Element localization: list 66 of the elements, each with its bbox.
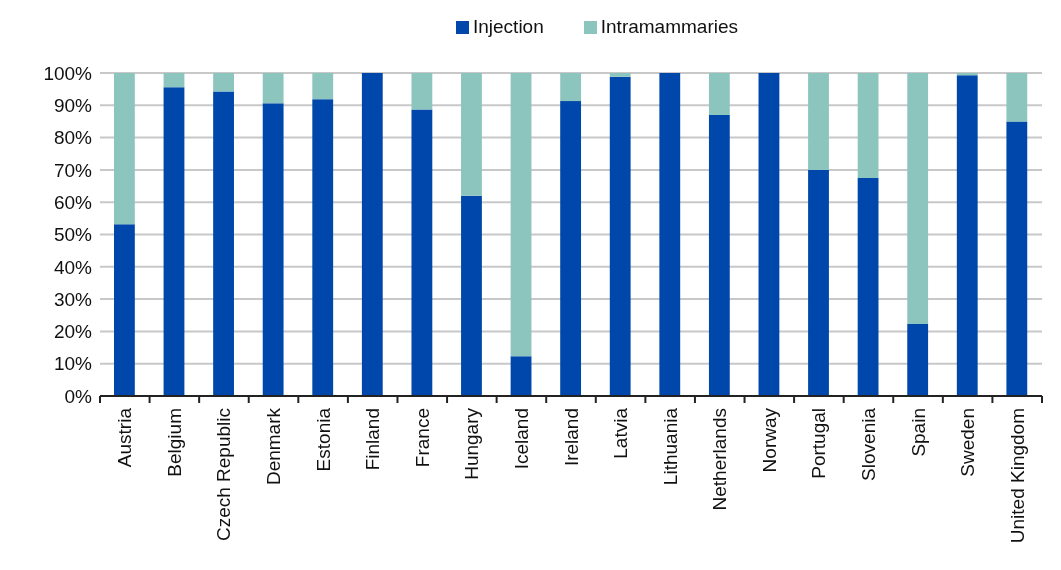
bar: [510, 356, 532, 396]
bar: [361, 73, 383, 396]
x-tick-label: Denmark: [263, 407, 285, 486]
x-tick-label: Netherlands: [709, 408, 731, 511]
bar: [708, 73, 730, 115]
bar: [411, 109, 433, 396]
bar: [114, 224, 135, 396]
bar: [659, 73, 681, 396]
x-tick-label: Latvia: [610, 407, 632, 459]
bar: [262, 103, 284, 396]
bar: [510, 73, 532, 357]
y-tick-label: 50%: [53, 224, 93, 246]
bar: [609, 73, 631, 77]
x-tick-label: France: [411, 408, 433, 468]
x-tick-label: Finland: [362, 408, 384, 471]
bar: [213, 91, 234, 396]
x-tick-label: Estonia: [312, 407, 334, 472]
bar: [907, 73, 929, 324]
bar: [262, 73, 284, 104]
x-tick-label: Lithuania: [659, 407, 681, 486]
bar: [1006, 121, 1028, 396]
bar: [560, 101, 582, 396]
bar: [461, 73, 482, 196]
bar: [907, 323, 929, 396]
bar: [609, 76, 631, 396]
x-tick-label: Portugal: [808, 408, 830, 479]
y-tick-label: 90%: [53, 95, 93, 117]
x-tick-label: United Kingdom: [1006, 408, 1028, 544]
bar: [114, 73, 135, 225]
x-tick-label: Spain: [907, 408, 929, 457]
x-tick-label: Iceland: [510, 408, 532, 470]
bar: [857, 177, 879, 396]
x-tick-label: Slovenia: [857, 407, 879, 481]
bar: [163, 87, 185, 396]
x-tick-label: Austria: [114, 407, 136, 468]
x-tick-label: Ireland: [560, 408, 582, 467]
x-tick-label: Czech Republic: [213, 408, 235, 542]
bar: [461, 195, 482, 396]
x-tick-label: Norway: [758, 407, 780, 473]
y-tick-label: 30%: [53, 288, 93, 310]
bar: [857, 73, 879, 178]
bar: [312, 99, 334, 396]
y-tick-label: 40%: [53, 256, 93, 278]
y-tick-label: 60%: [53, 191, 93, 213]
bar: [1006, 73, 1028, 122]
bar: [560, 73, 582, 102]
x-tick-label: Hungary: [461, 407, 483, 480]
bar: [808, 169, 829, 396]
x-tick-label: Sweden: [957, 408, 979, 477]
bar: [758, 73, 780, 396]
x-tick-label: Belgium: [163, 408, 185, 477]
bar: [956, 75, 978, 396]
y-tick-label: 80%: [53, 127, 93, 149]
legend-label: Injection: [472, 16, 544, 37]
bar: [163, 73, 185, 88]
bar: [411, 73, 433, 110]
bar: [312, 73, 334, 100]
y-tick-label: 10%: [53, 353, 93, 375]
legend-label: Intramammaries: [600, 16, 739, 37]
y-tick-label: 20%: [53, 321, 93, 343]
bar: [808, 73, 829, 170]
y-tick-label: 0%: [64, 385, 93, 407]
bar: [213, 73, 234, 92]
bar: [708, 114, 730, 396]
y-tick-label: 70%: [53, 159, 93, 181]
y-tick-label: 100%: [43, 62, 93, 84]
